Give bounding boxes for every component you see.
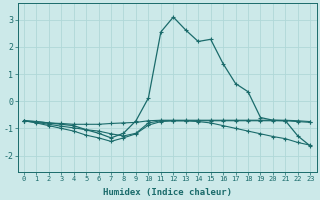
X-axis label: Humidex (Indice chaleur): Humidex (Indice chaleur) (103, 188, 232, 197)
